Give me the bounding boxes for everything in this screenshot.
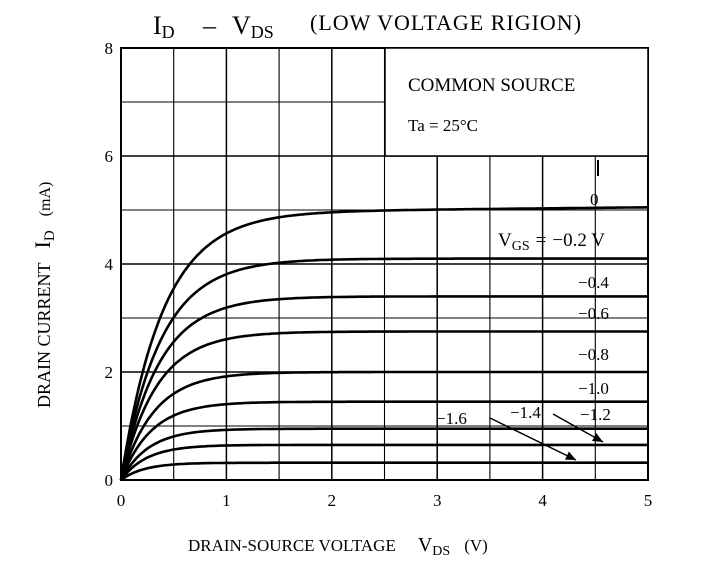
y-axis-label: DRAIN CURRENTID(mA) xyxy=(30,182,58,408)
series-curve xyxy=(120,461,648,482)
series-curve xyxy=(119,330,648,481)
x-tick-label: 0 xyxy=(117,491,126,510)
series-label-neg-0-6: −0.6 xyxy=(578,304,609,323)
y-tick-label: 0 xyxy=(105,471,114,490)
arrow-neg-1-6 xyxy=(489,417,577,461)
chart-title: ID – VDS (LOW VOLTAGE RIGION) xyxy=(153,10,582,42)
x-tick-label: 3 xyxy=(433,491,442,510)
title-dash: – xyxy=(202,11,217,40)
y-tick-label: 2 xyxy=(105,363,114,382)
tick-label-group: 0 1 2 3 4 5 0 2 4 6 8 xyxy=(105,39,653,510)
series-curve xyxy=(119,370,648,481)
x-tick-label: 5 xyxy=(644,491,653,510)
arrow-neg-1-6-head xyxy=(565,451,576,460)
series-label-0: 0 xyxy=(590,190,599,209)
series-curve xyxy=(119,257,648,481)
x-tick-label: 1 xyxy=(222,491,231,510)
x-axis-label: DRAIN-SOURCE VOLTAGE VDS (V) xyxy=(188,534,488,559)
series-label-neg-1-2: −1.2 xyxy=(580,405,611,424)
series-label-neg-0-8: −0.8 xyxy=(578,345,609,364)
title-id: ID xyxy=(153,11,175,42)
series-label-neg-0-4: −0.4 xyxy=(578,273,609,292)
series-curve xyxy=(119,443,648,481)
title-region: (LOW VOLTAGE RIGION) xyxy=(310,10,582,35)
annotation-box xyxy=(384,47,649,157)
series-curve xyxy=(119,295,648,481)
annotation-common-source: COMMON SOURCE xyxy=(408,75,575,96)
annotation-temperature: Ta = 25°C xyxy=(408,116,478,135)
curve-group xyxy=(119,206,648,482)
y-tick-label: 6 xyxy=(105,147,114,166)
series-label-neg-1-4: −1.4 xyxy=(510,403,541,422)
series-curve xyxy=(119,206,648,481)
y-tick-label: 8 xyxy=(105,39,114,58)
series-label-neg-1-0: −1.0 xyxy=(578,379,609,398)
y-tick-label: 4 xyxy=(105,255,114,274)
title-vds: VDS xyxy=(232,11,274,42)
series-label-neg-1-6: −1.6 xyxy=(436,409,467,428)
series-label-group: 0 VGS = −0.2 V −0.4 −0.6 −0.8 −1.0 −1.2 −1.4 −1.6 xyxy=(436,190,611,461)
series-curve xyxy=(119,427,648,481)
series-label-vgs: VGS = −0.2 V xyxy=(498,230,605,254)
series-curve xyxy=(119,400,648,481)
arrow-neg-1-4-head xyxy=(592,433,603,442)
x-tick-label: 4 xyxy=(538,491,547,510)
x-tick-label: 2 xyxy=(328,491,337,510)
